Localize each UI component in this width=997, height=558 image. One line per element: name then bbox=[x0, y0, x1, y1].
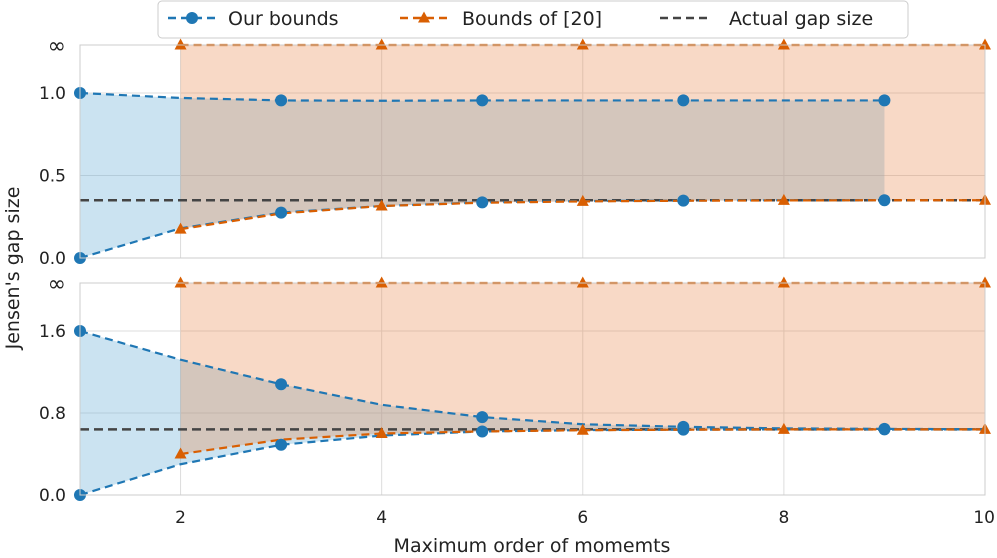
legend-label: Actual gap size bbox=[729, 8, 873, 30]
ref-lower-point bbox=[777, 422, 790, 434]
plot-area bbox=[80, 45, 985, 258]
ref-upper-point bbox=[174, 276, 187, 288]
our-lower-point bbox=[476, 425, 489, 438]
our-lower-point bbox=[677, 194, 690, 207]
ref-bounds-band bbox=[180, 45, 986, 230]
our-lower-point bbox=[275, 438, 288, 451]
ref-upper-point bbox=[576, 38, 589, 50]
ref-lower-point bbox=[576, 194, 589, 206]
panel-2: 0.0 0.8 1.6 ∞ bbox=[39, 272, 991, 506]
y-tick-label: 0.0 bbox=[39, 486, 66, 506]
x-tick-label: 6 bbox=[577, 508, 588, 528]
x-tick-label: 8 bbox=[778, 508, 789, 528]
x-axis-label: Maximum order of momemts bbox=[394, 535, 671, 557]
y-tick-label: 0.5 bbox=[39, 167, 66, 187]
x-tick-label: 10 bbox=[973, 508, 995, 528]
chart-panels: 0.0 0.5 1.0 ∞ 0.0 0.8 1.6 ∞ 2 4 6 8 10 bbox=[39, 34, 995, 528]
ref-lower-point bbox=[174, 222, 187, 234]
ref-upper-point bbox=[777, 276, 790, 288]
ref-upper-point bbox=[375, 38, 388, 50]
our-bounds-upper-line bbox=[79, 329, 986, 431]
legend-label: Bounds of [20] bbox=[462, 8, 602, 30]
panel-1: 0.0 0.5 1.0 ∞ bbox=[39, 34, 991, 269]
y-tick-label: 1.6 bbox=[39, 322, 66, 342]
our-upper-point bbox=[275, 94, 288, 107]
our-lower-point bbox=[878, 194, 891, 207]
our-lower-point bbox=[878, 423, 891, 436]
plot-frame bbox=[79, 282, 986, 496]
y-tick-infinity-label: ∞ bbox=[48, 34, 66, 59]
our-bounds-band bbox=[80, 331, 985, 495]
legend: Our bounds Bounds of [20] Actual gap size bbox=[157, 0, 909, 39]
x-tick-label: 2 bbox=[175, 508, 186, 528]
y-tick-label: 1.0 bbox=[39, 84, 66, 104]
x-axis: 2 4 6 8 10 bbox=[175, 508, 995, 528]
our-upper-point bbox=[275, 378, 288, 391]
our-upper-point bbox=[878, 94, 891, 107]
y-tick-label: 0.0 bbox=[39, 249, 66, 269]
our-bounds-band bbox=[80, 93, 885, 258]
our-upper-point bbox=[476, 94, 489, 107]
legend-swatch-marker bbox=[418, 11, 430, 23]
ref-upper-point bbox=[174, 38, 187, 50]
y-tick-infinity-label: ∞ bbox=[48, 272, 66, 297]
ref-lower-point bbox=[576, 423, 589, 435]
ref-upper-point bbox=[576, 276, 589, 288]
ref-bounds-band bbox=[180, 283, 986, 454]
our-bounds-upper-line bbox=[79, 91, 885, 102]
y-axis-label: Jensen's gap size bbox=[2, 187, 24, 351]
ref-upper-point bbox=[375, 276, 388, 288]
ref-lower-point bbox=[777, 193, 790, 205]
our-lower-point bbox=[476, 196, 489, 209]
our-upper-point bbox=[677, 94, 690, 107]
our-upper-point bbox=[476, 411, 489, 424]
ref-lower-point bbox=[375, 199, 388, 211]
legend-label: Our bounds bbox=[228, 8, 339, 30]
our-lower-point bbox=[677, 423, 690, 436]
y-tick-label: 0.8 bbox=[39, 404, 66, 424]
plot-area bbox=[80, 283, 985, 495]
ref-upper-point bbox=[777, 38, 790, 50]
ref-upper-point bbox=[979, 38, 991, 50]
plot-frame bbox=[79, 44, 986, 259]
our-lower-point bbox=[275, 206, 288, 219]
ref-lower-point bbox=[174, 447, 187, 459]
legend-frame bbox=[157, 0, 909, 39]
ref-lower-point bbox=[375, 427, 388, 438]
x-tick-label: 4 bbox=[376, 508, 387, 528]
legend-swatch-marker bbox=[186, 12, 198, 24]
ref-upper-point bbox=[979, 276, 991, 288]
